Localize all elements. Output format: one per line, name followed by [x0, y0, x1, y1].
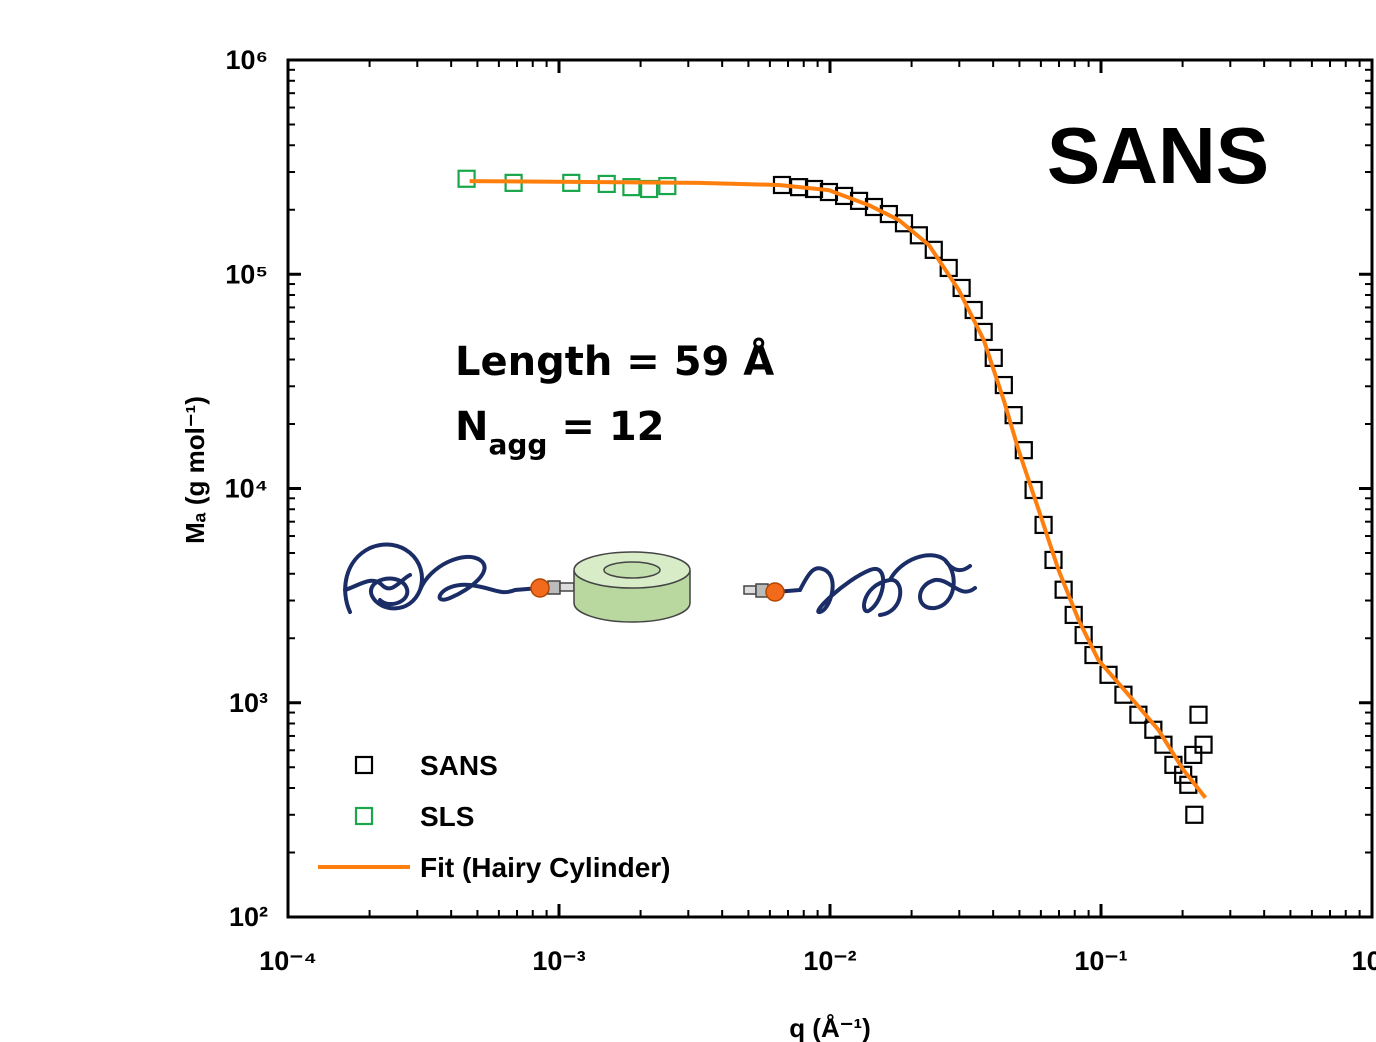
y-tick-label: 10⁶	[226, 45, 268, 75]
data-point	[1099, 665, 1118, 684]
data-point	[1004, 406, 1023, 425]
annotation: Nagg = 12	[455, 404, 665, 461]
polymer-chain	[773, 553, 977, 617]
polymer-chain	[343, 542, 542, 614]
legend-swatch	[354, 806, 374, 826]
legend-label: SANS	[420, 750, 498, 781]
connector	[547, 580, 561, 595]
data-point	[909, 226, 928, 245]
y-axis-label: Mₐ (g mol⁻¹)	[180, 396, 210, 544]
cylinder-hole	[603, 561, 661, 579]
annotation-text: N	[455, 404, 488, 450]
legend-swatch	[354, 755, 374, 775]
y-tick-label: 10⁵	[225, 259, 268, 289]
y-tick-label: 10⁴	[225, 474, 268, 504]
connector	[559, 582, 575, 592]
end-group	[530, 578, 550, 598]
data-point	[457, 169, 476, 188]
y-tick-label: 10²	[229, 902, 268, 932]
data-point	[658, 176, 677, 196]
data-point	[1014, 441, 1033, 460]
plot-data	[457, 169, 1213, 824]
end-group	[765, 582, 785, 602]
polymer-chain	[343, 573, 412, 592]
connector	[743, 585, 757, 595]
data-point	[879, 204, 898, 224]
data-point	[924, 240, 943, 259]
y-tick-label: 10³	[229, 688, 268, 718]
fit-line	[469, 179, 1207, 800]
illustration	[343, 542, 977, 617]
x-tick-label: 10⁻²	[803, 946, 856, 976]
data-point	[994, 375, 1013, 395]
data-point	[1185, 805, 1204, 824]
panel-title: SANS	[1047, 111, 1269, 200]
annotation-subscript: agg	[488, 428, 547, 461]
annotation-text: = 12	[547, 404, 664, 450]
data-point	[622, 178, 641, 197]
data-point	[1184, 745, 1203, 764]
legend-label: SLS	[420, 801, 474, 832]
x-tick-label: 10⁻¹	[1074, 946, 1127, 976]
cylinder	[530, 551, 785, 623]
data-point	[1189, 705, 1208, 724]
data-point	[894, 214, 914, 233]
legend-label: Fit (Hairy Cylinder)	[420, 852, 670, 883]
x-tick-label: 10⁻⁴	[259, 946, 317, 976]
x-tick-label: 10⁰	[1352, 946, 1376, 976]
annotation: Length = 59 Å	[455, 336, 774, 385]
x-axis-label: q (Å⁻¹)	[789, 1013, 871, 1042]
data-point	[1194, 735, 1213, 754]
data-point	[1034, 515, 1053, 535]
x-tick-label: 10⁻³	[532, 946, 585, 976]
